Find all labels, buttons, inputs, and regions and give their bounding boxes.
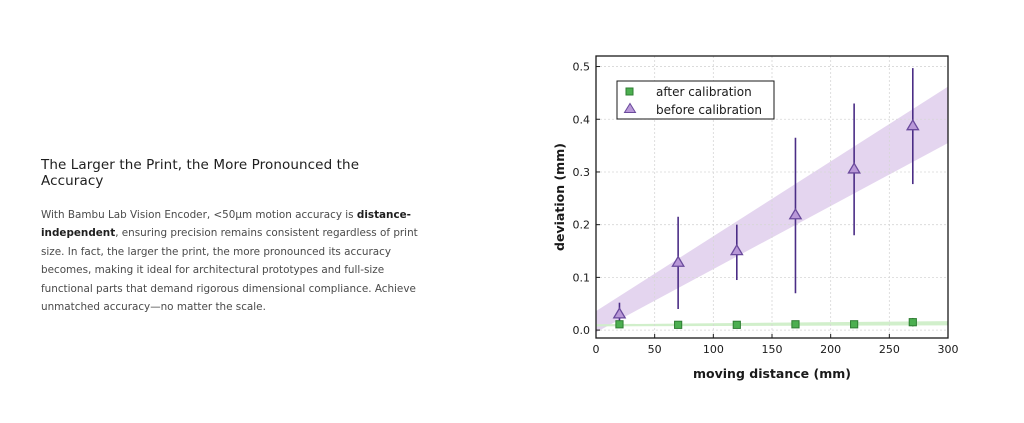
x-tick-label: 300 (938, 343, 959, 356)
point-after (850, 320, 859, 329)
body-intro: With Bambu Lab Vision Encoder, <50μm mot… (41, 209, 357, 221)
text-section: The Larger the Print, the More Pronounce… (41, 157, 421, 316)
legend-box (616, 80, 775, 120)
point-before (905, 118, 920, 131)
legend-marker-before (623, 102, 637, 113)
point-before (612, 307, 627, 319)
data-series (612, 68, 920, 329)
y-tick-label: 0.2 (573, 219, 591, 232)
y-tick-label: 0.5 (573, 61, 591, 74)
section-body: With Bambu Lab Vision Encoder, <50μm mot… (41, 206, 421, 316)
point-after (908, 318, 917, 327)
section-title: The Larger the Print, the More Pronounce… (41, 157, 360, 189)
x-tick-label: 250 (879, 343, 900, 356)
point-before (729, 243, 744, 256)
legend: after calibration before calibration (616, 80, 775, 120)
y-axis-label: deviation (mm) (552, 143, 567, 251)
x-tick-label: 200 (820, 343, 841, 356)
point-after (791, 320, 800, 329)
y-tick-label: 0.1 (573, 271, 591, 284)
legend-marker-after (625, 87, 634, 96)
confidence-band-after (596, 321, 948, 327)
x-tick-label: 0 (593, 343, 600, 356)
x-axis-label: moving distance (mm) (693, 366, 851, 381)
point-before (671, 255, 685, 267)
point-before (788, 207, 803, 220)
y-tick-label: 0.4 (573, 113, 591, 126)
body-rest: , ensuring precision remains consistent … (41, 227, 418, 314)
legend-label-before: before calibration (656, 103, 762, 117)
x-tick-label: 50 (648, 343, 662, 356)
y-tick-label: 0.0 (573, 324, 591, 337)
point-after (732, 320, 741, 329)
body-emphasis: distance-independent (41, 209, 411, 240)
deviation-chart: 0 50 100 150 200 250 300 0.0 0.1 0.2 0.3 0.4 0.5 movi… (552, 55, 959, 381)
point-after (674, 320, 683, 329)
point-after (615, 320, 624, 329)
point-before (847, 162, 861, 174)
x-tick-label: 150 (762, 343, 783, 356)
axes: 0 50 100 150 200 250 300 0.0 0.1 0.2 0.3 0.4 0.5 movi… (552, 61, 959, 381)
x-tick-label: 100 (703, 343, 724, 356)
legend-label-after: after calibration (656, 85, 752, 99)
y-tick-label: 0.3 (573, 166, 591, 179)
